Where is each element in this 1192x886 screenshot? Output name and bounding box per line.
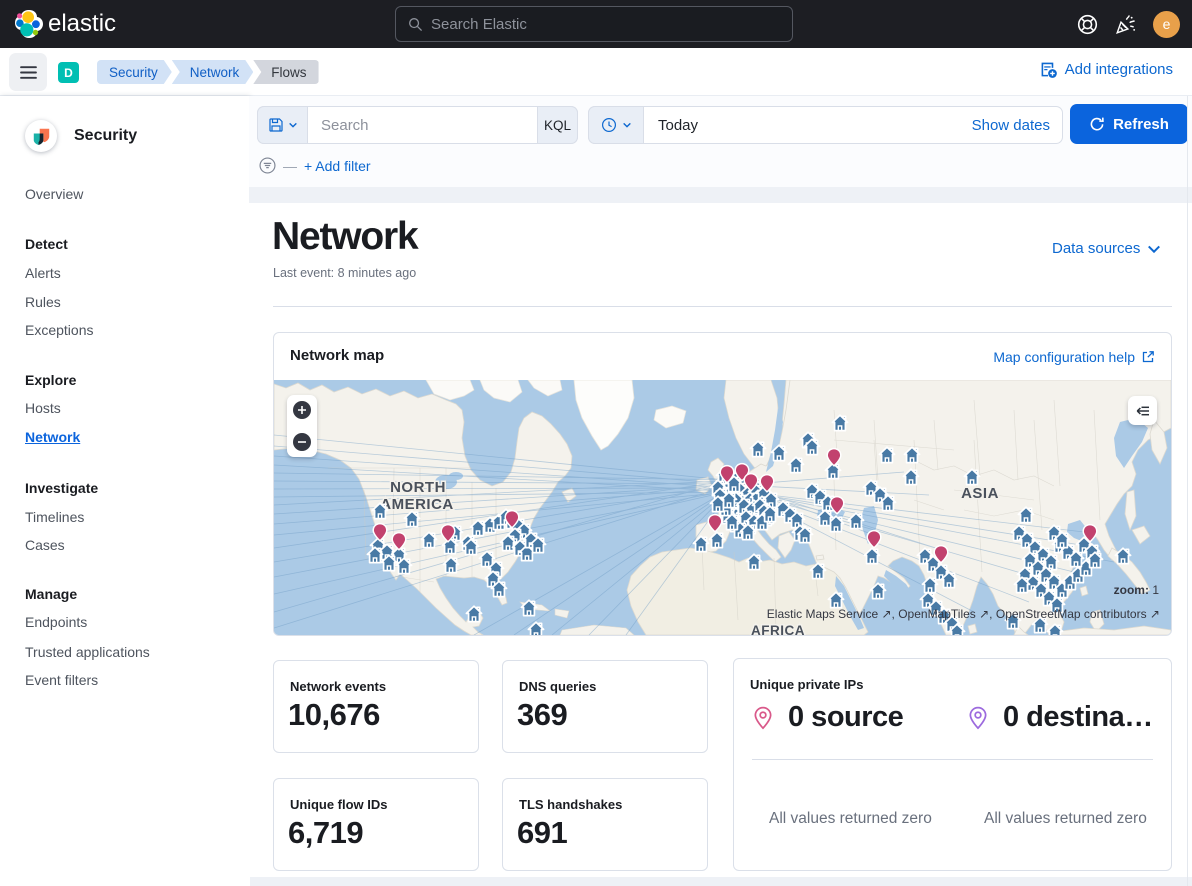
svg-text:Elastic Maps Service ↗, OpenMa: Elastic Maps Service ↗, OpenMapTiles ↗, … [767, 607, 1160, 621]
svg-text:AFRICA: AFRICA [751, 623, 805, 635]
svg-text:ASIA: ASIA [961, 485, 999, 502]
svg-text:AMERICA: AMERICA [380, 496, 454, 513]
svg-text:NORTH: NORTH [390, 479, 446, 496]
svg-text:zoom: 1: zoom: 1 [1114, 583, 1160, 597]
